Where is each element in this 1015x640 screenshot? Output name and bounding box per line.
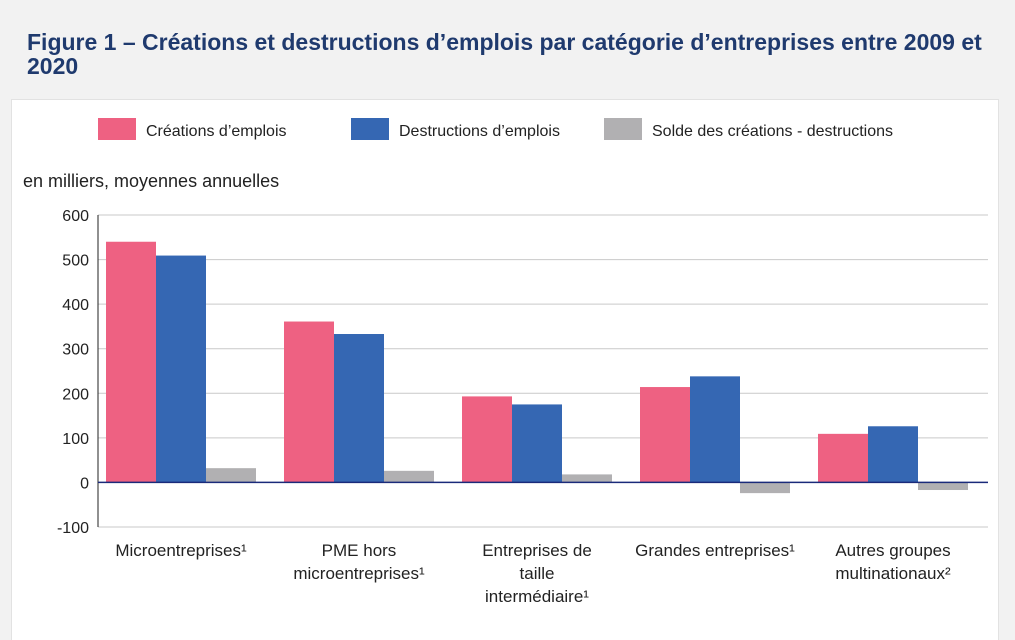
y-tick-label: 600 xyxy=(62,208,89,225)
y-tick-label: 500 xyxy=(62,253,89,270)
legend-swatch-3 xyxy=(604,118,642,140)
x-category-label: Grandes entreprises¹ xyxy=(635,541,795,560)
bar-s2-c1 xyxy=(156,255,206,483)
bar-s1-c2 xyxy=(284,321,334,483)
x-category-label: Entreprises de xyxy=(482,541,592,560)
legend-swatch-1 xyxy=(98,118,136,140)
bars xyxy=(106,241,968,494)
bar-s2-c2 xyxy=(334,334,384,483)
x-category-label: microentreprises¹ xyxy=(293,564,425,583)
y-tick-label: -100 xyxy=(57,520,89,537)
x-category-label: intermédiaire¹ xyxy=(485,587,589,606)
bar-s3-c4 xyxy=(740,482,790,494)
legend: Créations d’emplois Destructions d’emploi… xyxy=(98,118,893,140)
x-category-label: Autres groupes xyxy=(835,541,950,560)
bar-s2-c3 xyxy=(512,404,562,483)
bar-s1-c3 xyxy=(462,396,512,483)
x-category-label: Microentreprises¹ xyxy=(115,541,247,560)
legend-label-2: Destructions d’emplois xyxy=(399,123,560,140)
bar-s3-c5 xyxy=(918,482,968,491)
legend-label-3: Solde des créations - destructions xyxy=(652,123,893,140)
x-category-label: PME hors xyxy=(322,541,397,560)
bar-s3-c2 xyxy=(384,470,434,483)
y-tick-label: 200 xyxy=(62,386,89,403)
bar-s1-c5 xyxy=(818,433,868,483)
x-category-label: taille xyxy=(520,564,555,583)
y-tick-label: 0 xyxy=(80,475,89,492)
x-axis-categories: Microentreprises¹ PME hors microentreprise… xyxy=(115,541,951,606)
legend-label-1: Créations d’emplois xyxy=(146,123,287,140)
bar-s1-c4 xyxy=(640,387,690,483)
bar-s3-c3 xyxy=(562,474,612,483)
bar-s2-c5 xyxy=(868,426,918,483)
bar-s3-c1 xyxy=(206,468,256,483)
chart-title: Figure 1 – Créations et destructions d’e… xyxy=(27,29,982,79)
y-axis-label: en milliers, moyennes annuelles xyxy=(23,171,279,191)
y-axis-ticks: 600 500 400 300 200 100 0 -100 xyxy=(57,208,89,537)
x-category-label: multinationaux² xyxy=(835,564,951,583)
y-tick-label: 100 xyxy=(62,431,89,448)
gridlines xyxy=(98,214,988,528)
y-tick-label: 400 xyxy=(62,297,89,314)
y-tick-label: 300 xyxy=(62,342,89,359)
axes xyxy=(97,215,988,527)
bar-s2-c4 xyxy=(690,376,740,483)
legend-swatch-2 xyxy=(351,118,389,140)
bar-s1-c1 xyxy=(106,241,156,483)
